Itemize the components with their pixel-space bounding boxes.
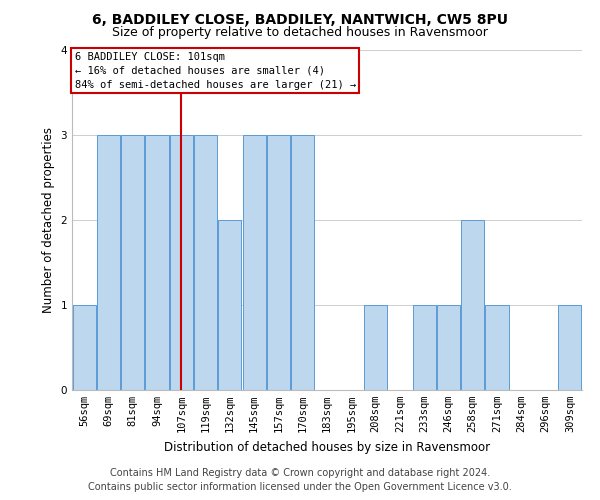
Bar — [437, 305, 460, 390]
Bar — [73, 305, 95, 390]
Bar — [194, 135, 217, 390]
Bar — [413, 305, 436, 390]
Text: 6 BADDILEY CLOSE: 101sqm
← 16% of detached houses are smaller (4)
84% of semi-de: 6 BADDILEY CLOSE: 101sqm ← 16% of detach… — [74, 52, 356, 90]
Bar — [485, 305, 509, 390]
Text: Contains HM Land Registry data © Crown copyright and database right 2024.
Contai: Contains HM Land Registry data © Crown c… — [88, 468, 512, 492]
Bar — [242, 135, 266, 390]
Bar — [559, 305, 581, 390]
X-axis label: Distribution of detached houses by size in Ravensmoor: Distribution of detached houses by size … — [164, 440, 490, 454]
Bar — [364, 305, 387, 390]
Bar — [218, 220, 241, 390]
Bar — [145, 135, 169, 390]
Text: Size of property relative to detached houses in Ravensmoor: Size of property relative to detached ho… — [112, 26, 488, 39]
Y-axis label: Number of detached properties: Number of detached properties — [42, 127, 55, 313]
Bar — [267, 135, 290, 390]
Bar — [170, 135, 193, 390]
Bar — [97, 135, 120, 390]
Bar — [121, 135, 144, 390]
Text: 6, BADDILEY CLOSE, BADDILEY, NANTWICH, CW5 8PU: 6, BADDILEY CLOSE, BADDILEY, NANTWICH, C… — [92, 12, 508, 26]
Bar — [291, 135, 314, 390]
Bar — [461, 220, 484, 390]
